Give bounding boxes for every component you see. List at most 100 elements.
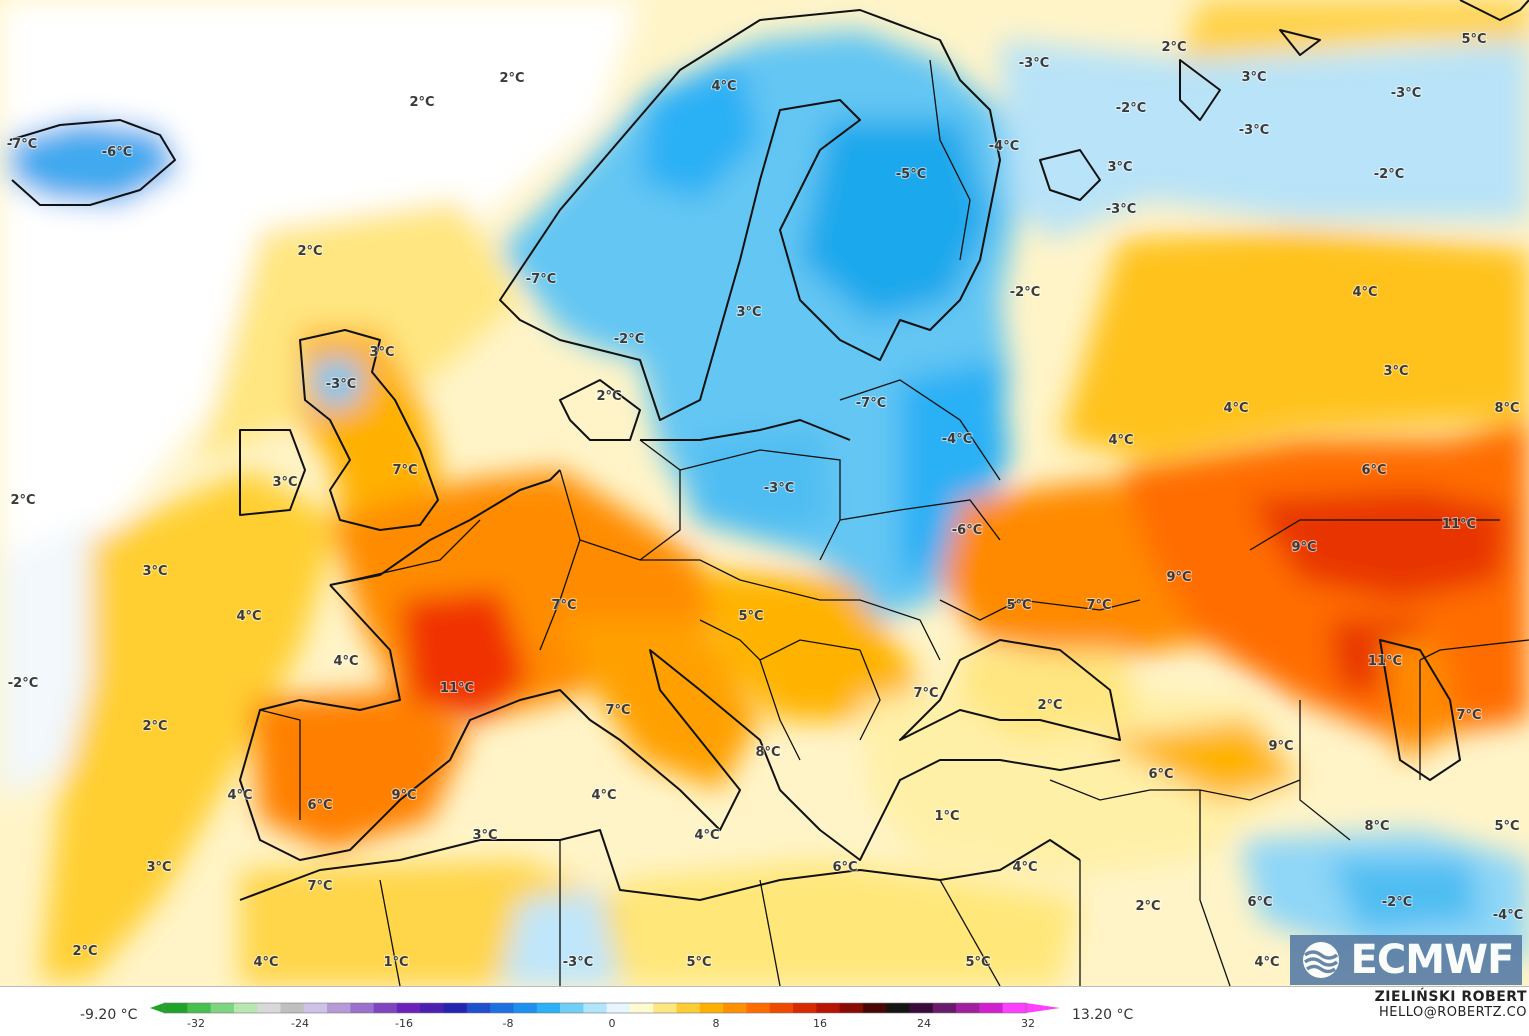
temperature-label: 7°C	[551, 598, 576, 613]
temperature-label: 1°C	[383, 955, 408, 970]
temperature-label: -4°C	[989, 139, 1019, 154]
color-scale-tick-label: 24	[917, 1017, 931, 1030]
color-scale-cell	[653, 1003, 678, 1013]
author-credit: ZIELIŃSKI ROBERT HELLO@ROBERTZ.CO	[1375, 989, 1527, 1021]
color-scale-cell	[676, 1003, 701, 1013]
temperature-label: -2°C	[614, 332, 644, 347]
temperature-label: -2°C	[1382, 895, 1412, 910]
temperature-label: 3°C	[472, 828, 497, 843]
color-scale-cell	[956, 1003, 980, 1013]
temperature-label: 5°C	[686, 955, 711, 970]
ecmwf-logo-text: ECMWF	[1350, 937, 1515, 983]
temperature-label: 11°C	[440, 681, 474, 696]
temperature-label: 3°C	[736, 305, 761, 320]
color-scale-cell	[257, 1003, 281, 1013]
legend-min-value: -9.20 °C	[80, 1007, 138, 1023]
color-scale-cells	[150, 1002, 1060, 1014]
temperature-label: 11°C	[1368, 654, 1402, 669]
color-scale-cell	[886, 1003, 911, 1013]
temperature-label: 6°C	[1148, 767, 1173, 782]
ecmwf-waves-icon	[1302, 942, 1339, 978]
temperature-label: 9°C	[1166, 570, 1191, 585]
temperature-label: 2°C	[409, 95, 434, 110]
temperature-label: -6°C	[102, 145, 132, 160]
temperature-label: 8°C	[755, 745, 780, 760]
color-scale-cell	[233, 1003, 258, 1013]
temperature-label: 9°C	[391, 788, 416, 803]
temperature-label: 2°C	[10, 493, 35, 508]
temperature-label: -3°C	[764, 481, 794, 496]
temperature-label: 2°C	[297, 244, 322, 259]
temperature-label: -3°C	[1239, 123, 1269, 138]
color-scale-cell	[350, 1003, 375, 1013]
color-scale-tick-label: -16	[395, 1017, 413, 1030]
color-scale-cell	[327, 1003, 351, 1013]
color-scale-tick-label: -8	[503, 1017, 514, 1030]
color-scale-cell	[606, 1003, 631, 1013]
color-scale: -32 -24 -16 -8 0 8 16 24 32	[150, 1002, 1060, 1030]
temperature-label: -5°C	[896, 167, 926, 182]
temperature-label: 5°C	[1006, 598, 1031, 613]
temperature-label: 7°C	[913, 686, 938, 701]
temperature-label: 7°C	[307, 879, 332, 894]
temperature-label: -2°C	[1010, 285, 1040, 300]
temperature-label: 2°C	[142, 719, 167, 734]
temperature-label: -3°C	[563, 955, 593, 970]
temperature-label: -2°C	[1374, 167, 1404, 182]
temperature-label: 9°C	[1291, 540, 1316, 555]
temperature-label: -3°C	[1391, 86, 1421, 101]
temperature-label: 8°C	[1364, 819, 1389, 834]
color-scale-ticks: -32 -24 -16 -8 0 8 16 24 32	[187, 1017, 1035, 1030]
temperature-label: 7°C	[392, 463, 417, 478]
color-scale-cell	[862, 1003, 887, 1013]
color-scale-cell	[583, 1003, 608, 1013]
color-scale-cell	[536, 1003, 561, 1013]
temperature-label: 3°C	[1107, 160, 1132, 175]
color-scale-cell	[1002, 1003, 1027, 1013]
color-scale-min-arrow	[150, 1003, 164, 1013]
coastlines	[9, 0, 1529, 901]
temperature-label: 4°C	[1254, 955, 1279, 970]
color-scale-cell	[466, 1003, 491, 1013]
temperature-label: 5°C	[1461, 32, 1486, 47]
temperature-label: 2°C	[596, 389, 621, 404]
color-scale-cell	[373, 1003, 398, 1013]
color-scale-cell	[187, 1003, 212, 1013]
color-scale-tick-label: 8	[713, 1017, 720, 1030]
color-scale-tick-label: -32	[187, 1017, 205, 1030]
color-scale-cell	[723, 1003, 747, 1013]
color-scale-cell	[979, 1003, 1004, 1013]
color-scale-cell	[164, 1003, 188, 1013]
temperature-label: 4°C	[694, 828, 719, 843]
temperature-label: 7°C	[1456, 708, 1481, 723]
color-scale-cell	[629, 1003, 654, 1013]
color-scale-cell	[699, 1003, 724, 1013]
temperature-label: -4°C	[942, 432, 972, 447]
color-scale-border	[163, 1002, 1027, 1014]
temperature-label: -4°C	[1493, 908, 1523, 923]
temperature-label: 3°C	[1241, 70, 1266, 85]
temperature-label: 2°C	[499, 71, 524, 86]
color-scale-cell	[280, 1003, 305, 1013]
color-scale-tick-label: 0	[609, 1017, 616, 1030]
temperature-label: -2°C	[1116, 101, 1146, 116]
color-scale-cell	[396, 1003, 421, 1013]
temperature-label: 3°C	[369, 345, 394, 360]
ecmwf-logo: ECMWF	[1290, 935, 1522, 985]
color-scale-cell	[793, 1003, 817, 1013]
temperature-label: 2°C	[1161, 40, 1186, 55]
temperature-label: 4°C	[711, 79, 736, 94]
temperature-label: 11°C	[1442, 517, 1476, 532]
temperature-label: 5°C	[965, 955, 990, 970]
color-scale-cell	[513, 1003, 538, 1013]
color-scale-cell	[816, 1003, 841, 1013]
color-scale-cell	[769, 1003, 794, 1013]
temperature-label: 6°C	[1247, 895, 1272, 910]
author-email: HELLO@ROBERTZ.CO	[1378, 1005, 1527, 1020]
temperature-label: -7°C	[7, 137, 37, 152]
color-scale-cell	[932, 1003, 957, 1013]
temperature-label: -7°C	[526, 272, 556, 287]
temperature-label: -3°C	[1106, 202, 1136, 217]
temperature-label: 6°C	[832, 860, 857, 875]
temperature-label: 3°C	[146, 860, 171, 875]
